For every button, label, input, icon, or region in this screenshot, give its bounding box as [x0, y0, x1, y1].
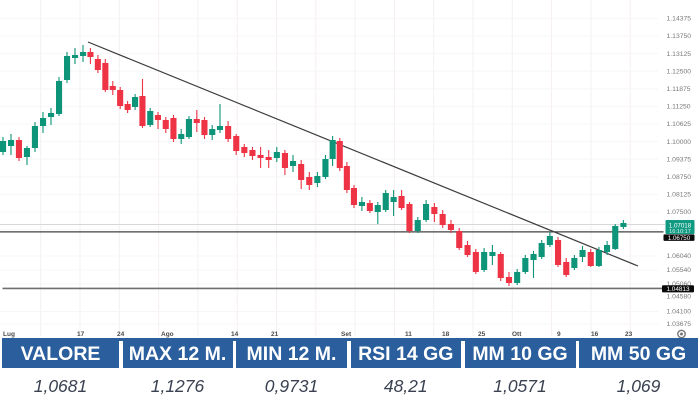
svg-text:Ott: Ott: [512, 331, 522, 338]
svg-text:9: 9: [557, 331, 561, 338]
svg-text:1.10625: 1.10625: [667, 121, 692, 128]
svg-text:1.10000: 1.10000: [667, 139, 692, 146]
svg-text:1.07018: 1.07018: [669, 223, 692, 230]
svg-text:1.13750: 1.13750: [667, 33, 692, 40]
svg-text:14: 14: [231, 331, 239, 338]
svg-text:1.03675: 1.03675: [667, 321, 692, 328]
svg-text:1.11875: 1.11875: [667, 86, 691, 93]
svg-text:Ago: Ago: [161, 331, 174, 338]
svg-text:1.04813: 1.04813: [666, 286, 690, 293]
svg-text:1.14375: 1.14375: [667, 16, 692, 23]
svg-text:1.08125: 1.08125: [667, 192, 692, 199]
svg-text:18: 18: [442, 331, 450, 338]
svg-text:1.12500: 1.12500: [667, 68, 692, 75]
svg-text:1.05540: 1.05540: [667, 267, 692, 274]
svg-text:1.07500: 1.07500: [667, 209, 692, 216]
svg-text:1.05060: 1.05060: [667, 281, 692, 288]
svg-text:21: 21: [271, 331, 279, 338]
svg-text:1.13125: 1.13125: [667, 51, 692, 58]
svg-text:16: 16: [591, 331, 599, 338]
svg-text:17: 17: [77, 331, 85, 338]
svg-text:1.06040: 1.06040: [667, 253, 692, 260]
svg-text:1.04100: 1.04100: [667, 309, 692, 316]
svg-text:24: 24: [117, 331, 125, 338]
svg-text:Set: Set: [341, 331, 352, 338]
svg-text:1.04580: 1.04580: [667, 294, 692, 301]
svg-text:11: 11: [405, 331, 412, 338]
svg-text:1.11250: 1.11250: [667, 104, 691, 111]
svg-text:1.08750: 1.08750: [667, 174, 692, 181]
svg-text:23: 23: [625, 331, 633, 338]
svg-text:Lug: Lug: [3, 331, 15, 338]
svg-text:16:10:17: 16:10:17: [669, 229, 691, 235]
svg-text:25: 25: [478, 331, 486, 338]
svg-text:1.06750: 1.06750: [668, 235, 691, 242]
svg-text:1.09375: 1.09375: [667, 156, 692, 163]
